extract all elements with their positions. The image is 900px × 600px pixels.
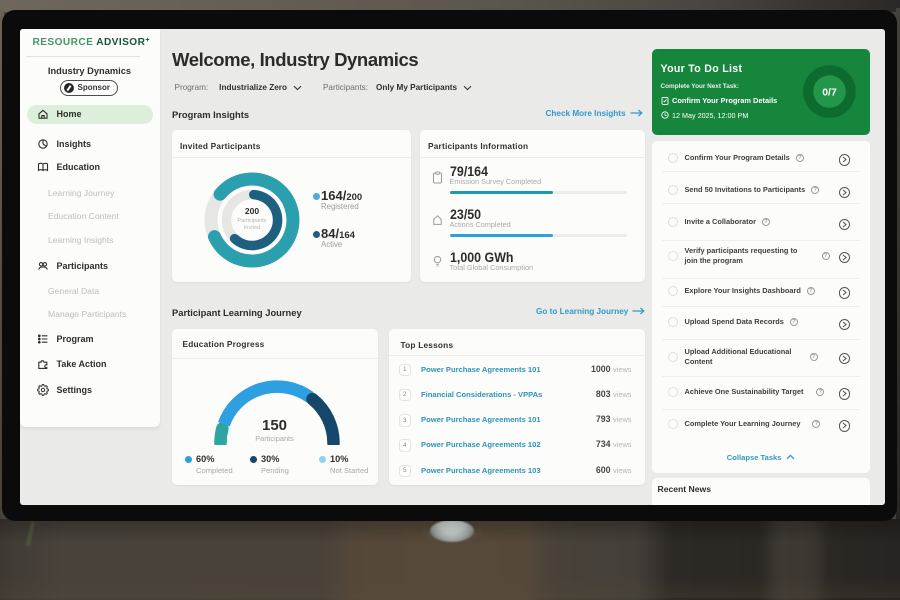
svg-text:Participants: Participants [237, 218, 266, 224]
svg-text:200: 200 [244, 206, 258, 216]
svg-text:Invited: Invited [243, 225, 259, 231]
svg-text:0/7: 0/7 [822, 87, 837, 99]
